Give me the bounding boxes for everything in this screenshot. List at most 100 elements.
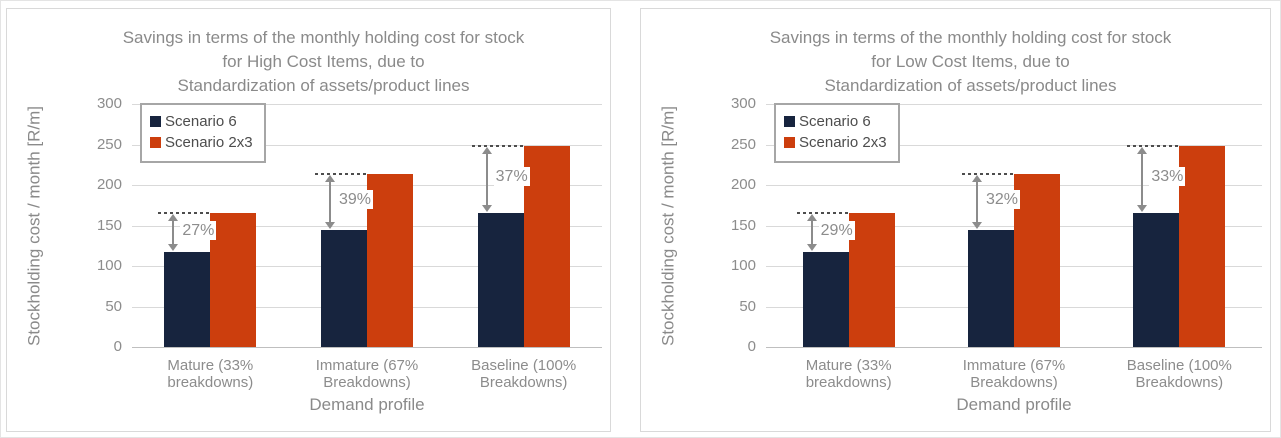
x-axis-line [766,347,1262,348]
savings-arrow-shaft [810,217,813,248]
category-label-line: Baseline (100% [1126,357,1232,374]
legend-label: Scenario 6 [799,113,871,130]
savings-arrow-icon [972,175,982,229]
category-label-line: Breakdowns) [479,374,568,391]
category-label-line: Breakdowns) [1135,374,1224,391]
y-tick-label: 250 [96,135,122,153]
gridline [766,104,1262,105]
y-tick-label: 300 [730,95,756,112]
gridline [132,104,602,105]
y-tick-label: 50 [739,297,756,315]
savings-percent-label: 29% [818,220,855,240]
annotation-dash-line [962,173,1014,176]
savings-arrow-shaft [485,151,488,208]
savings-percent-label: 27% [180,220,217,240]
savings-arrow-icon [481,147,492,212]
category-label-line: Immature (67% [962,357,1066,374]
legend-item: Scenario 2x3 [784,134,887,151]
category-label: Baseline (100% Breakdowns) [437,357,610,391]
legend-label: Scenario 2x3 [799,134,887,151]
y-tick-label: 50 [105,297,122,315]
category-label-line: Mature (33% [805,357,892,374]
savings-percent-label: 33% [1149,166,1186,186]
chart-title-line: for Low Cost Items, due to [871,52,1070,71]
bar-scenario-6 [968,229,1014,347]
category-label: Immature (67% Breakdowns) [281,357,454,391]
y-axis-label: Stockholding cost / month [R/m] [658,105,677,346]
bar-scenario-2x3 [1014,174,1060,347]
chart-title-line: Standardization of assets/product lines [177,76,470,95]
category-label: Baseline (100% Breakdowns) [1089,357,1270,391]
bar-scenario-2x3 [210,212,257,347]
x-axis-label: Demand profile [309,395,425,414]
chart-title: Savings in terms of the monthly holding … [37,26,610,98]
category-label-line: breakdowns) [167,374,254,391]
annotation-dash-line [158,211,211,214]
bar-scenario-6 [802,252,849,347]
savings-arrow-shaft [1141,151,1144,208]
annotation-dash-line [796,211,849,214]
annotation-dash-line [315,173,367,176]
legend: Scenario 6 Scenario 2x3 [774,103,900,163]
category-label-line: Mature (33% [167,357,254,374]
category-label-line: breakdowns) [805,374,892,391]
savings-arrow-icon [806,213,817,252]
bar-scenario-2x3 [367,174,413,347]
y-tick-label: 150 [730,216,756,234]
savings-arrow-icon [1137,147,1148,212]
savings-percent-label: 32% [984,189,1021,209]
chart-title-line: Savings in terms of the monthly holding … [122,28,525,47]
chart-title-line: Savings in terms of the monthly holding … [769,28,1172,47]
annotation-dash-line [1127,145,1180,148]
legend-item: Scenario 6 [150,113,253,130]
bar-scenario-2x3 [1179,146,1226,347]
x-axis-label: Demand profile [956,395,1072,414]
y-axis-label: Stockholding cost / month [R/m] [24,105,43,346]
savings-percent-label: 37% [493,166,530,186]
savings-arrow-icon [168,213,179,252]
legend-swatch [784,137,795,148]
y-tick-label: 250 [730,135,756,153]
savings-arrow-icon [325,175,335,229]
legend-label: Scenario 6 [165,113,237,130]
legend-swatch [784,116,795,127]
bar-scenario-2x3 [848,212,895,347]
category-label-line: Immature (67% [315,357,419,374]
category-label-line: Breakdowns) [323,374,411,391]
legend: Scenario 6 Scenario 2x3 [140,103,266,163]
chart-low-cost-items: Savings in terms of the monthly holding … [640,8,1271,432]
chart-title-line: Standardization of assets/product lines [824,76,1117,95]
x-axis-line [132,347,602,348]
bar-scenario-2x3 [523,146,570,347]
bar-scenario-6 [477,212,524,347]
legend-item: Scenario 6 [784,113,887,130]
savings-arrow-shaft [976,179,978,225]
savings-arrow-shaft [329,179,331,225]
savings-arrow-shaft [172,217,175,248]
chart-title-line: for High Cost Items, due to [222,52,425,71]
annotation-dash-line [471,145,524,148]
y-tick-label: 100 [730,257,756,274]
legend-item: Scenario 2x3 [150,134,253,151]
legend-swatch [150,137,161,148]
y-tick-label: 0 [747,338,756,355]
y-tick-label: 200 [96,176,122,193]
category-label-line: Breakdowns) [970,374,1058,391]
y-tick-label: 0 [113,338,122,355]
savings-percent-label: 39% [337,189,374,209]
y-tick-label: 150 [96,216,122,234]
legend-label: Scenario 2x3 [165,134,253,151]
y-tick-label: 300 [96,95,122,112]
category-label: Immature (67% Breakdowns) [923,357,1104,391]
bar-scenario-6 [321,229,367,347]
gridline [132,144,602,146]
gridline [766,144,1262,146]
bar-scenario-6 [1133,212,1180,347]
legend-swatch [150,116,161,127]
category-label-line: Baseline (100% [471,357,577,374]
category-label: Mature (33% breakdowns) [124,357,297,391]
chart-high-cost-items: Savings in terms of the monthly holding … [6,8,611,432]
bar-scenario-6 [164,252,211,347]
y-tick-label: 200 [730,176,756,193]
